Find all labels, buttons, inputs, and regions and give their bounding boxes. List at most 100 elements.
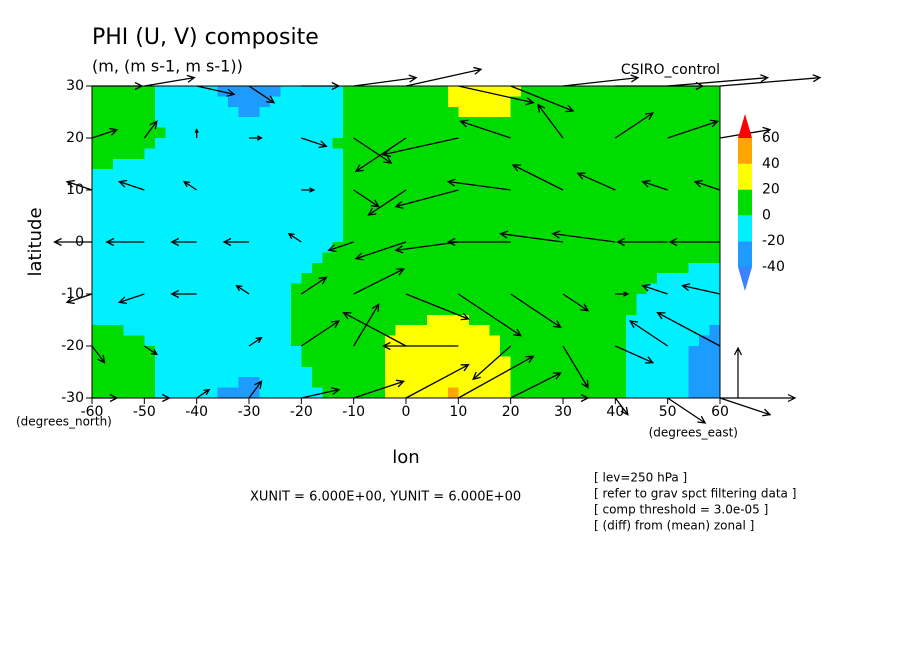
contour-cell — [594, 252, 606, 264]
contour-cell — [311, 294, 323, 305]
contour-cell — [290, 242, 302, 253]
contour-cell — [489, 325, 501, 337]
contour-cell — [238, 106, 250, 118]
contour-cell — [657, 221, 669, 233]
contour-cell — [468, 231, 480, 243]
contour-cell — [102, 190, 114, 201]
contour-cell — [489, 158, 501, 170]
contour-cell — [364, 221, 376, 233]
contour-cell — [290, 169, 302, 181]
contour-cell — [112, 117, 124, 129]
contour-cell — [583, 169, 595, 181]
contour-cell — [123, 96, 135, 108]
contour-cell — [217, 262, 229, 274]
contour-cell — [447, 221, 459, 233]
contour-cell — [259, 96, 271, 108]
contour-cell — [133, 242, 145, 253]
contour-cell — [249, 231, 261, 243]
vector-arrow — [405, 66, 483, 87]
contour-cell — [657, 346, 669, 357]
contour-cell — [437, 262, 449, 274]
contour-cell — [249, 117, 261, 129]
contour-cell — [343, 210, 355, 222]
contour-cell — [583, 106, 595, 118]
contour-cell — [615, 86, 627, 97]
contour-cell — [479, 325, 491, 337]
contour-cell — [322, 252, 334, 264]
contour-cell — [259, 294, 271, 305]
contour-cell — [186, 179, 198, 191]
contour-cell — [542, 169, 554, 181]
contour-cell — [364, 96, 376, 108]
contour-cell — [688, 356, 700, 368]
contour-cell — [332, 138, 344, 149]
contour-cell — [207, 106, 219, 118]
contour-cell — [709, 377, 721, 389]
contour-cell — [311, 96, 323, 108]
contour-cell — [510, 148, 522, 160]
contour-cell — [479, 242, 491, 253]
contour-cell — [709, 231, 721, 243]
contour-cell — [657, 86, 669, 97]
contour-cell — [678, 169, 690, 181]
contour-cell — [416, 366, 428, 378]
contour-cell — [542, 221, 554, 233]
contour-cell — [667, 387, 679, 399]
contour-cell — [531, 179, 543, 191]
contour-cell — [196, 252, 208, 264]
contour-cell — [615, 252, 627, 264]
contour-cell — [353, 273, 365, 285]
contour-cell — [322, 335, 334, 347]
contour-cell — [688, 106, 700, 118]
contour-cell — [353, 210, 365, 222]
contour-cell — [604, 96, 616, 108]
contour-cell — [458, 356, 470, 368]
contour-cell — [238, 200, 250, 212]
contour-cell — [552, 210, 564, 222]
contour-cell — [688, 117, 700, 129]
contour-cell — [165, 377, 177, 389]
contour-cell — [311, 158, 323, 170]
contour-cell — [238, 169, 250, 181]
contour-cell — [353, 304, 365, 316]
contour-cell — [154, 221, 166, 233]
vector-arrow — [248, 380, 263, 399]
contour-cell — [92, 356, 104, 368]
contour-cell — [238, 127, 250, 139]
contour-cell — [437, 273, 449, 285]
contour-cell — [416, 273, 428, 285]
colorbar-segment — [738, 163, 752, 190]
contour-cell — [542, 242, 554, 253]
contour-cell — [583, 210, 595, 222]
contour-cell — [385, 231, 397, 243]
contour-cell — [426, 387, 438, 399]
x-tick-label: 30 — [554, 404, 572, 420]
contour-cell — [552, 304, 564, 316]
contour-cell — [186, 304, 198, 316]
vector-arrow — [405, 293, 470, 321]
vector-arrow — [182, 180, 198, 191]
contour-cell — [207, 231, 219, 243]
contour-cell — [207, 294, 219, 305]
contour-cell — [657, 377, 669, 389]
contour-cell — [269, 366, 281, 378]
contour-cell — [207, 96, 219, 108]
contour-cell — [322, 356, 334, 368]
contour-cell — [688, 273, 700, 285]
vector-arrow — [537, 103, 564, 139]
contour-cell — [322, 117, 334, 129]
contour-cell — [395, 314, 407, 326]
contour-cell — [301, 231, 313, 243]
contour-cell — [594, 210, 606, 222]
contour-cell — [552, 335, 564, 347]
contour-cell — [322, 200, 334, 212]
contour-cell — [364, 294, 376, 305]
contour-cell — [290, 356, 302, 368]
contour-cell — [646, 86, 658, 97]
contour-cell — [667, 242, 679, 253]
contour-cell — [102, 106, 114, 118]
contour-cell — [552, 96, 564, 108]
contour-cell — [447, 127, 459, 139]
contour-cell — [217, 252, 229, 264]
contour-cell — [426, 377, 438, 389]
